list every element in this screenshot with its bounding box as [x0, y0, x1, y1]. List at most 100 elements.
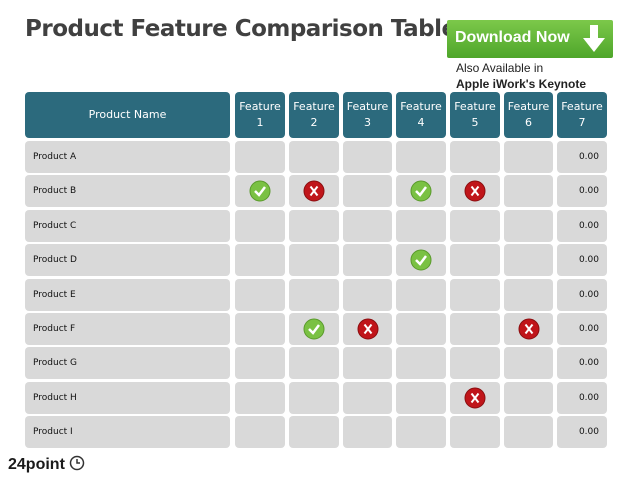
- product-name: Product A: [33, 152, 77, 162]
- product-name: Product I: [33, 427, 73, 438]
- cell: [504, 175, 553, 208]
- cell: [343, 381, 392, 414]
- cell: [289, 209, 339, 242]
- cell: [504, 416, 553, 449]
- download-label[interactable]: Download Now: [455, 29, 570, 46]
- header-cell: Feature 6: [504, 92, 553, 138]
- x-icon: [464, 180, 486, 202]
- cell: [504, 278, 553, 311]
- cell: [396, 347, 446, 380]
- cell: 0.00: [557, 381, 607, 414]
- cell: [343, 141, 392, 173]
- product-name: Product B: [33, 186, 77, 197]
- cell: 0.00: [557, 209, 607, 242]
- cell: [450, 278, 500, 311]
- value: 0.00: [578, 427, 599, 438]
- cell: [450, 416, 500, 449]
- x-icon: [357, 318, 378, 340]
- cell: [396, 209, 446, 242]
- note: Apple iWork's Keynote: [456, 77, 586, 91]
- value: 0.00: [578, 358, 599, 369]
- product-name: Product C: [33, 220, 77, 231]
- cell: Product A: [25, 141, 230, 173]
- title: Product Feature Comparison Table: [25, 16, 457, 42]
- download-button[interactable]: Download Now: [447, 20, 613, 58]
- note: Also Available in: [456, 61, 544, 75]
- logo: 24point: [8, 455, 85, 474]
- header-cell: Product Name: [25, 92, 230, 138]
- cell: [343, 416, 392, 449]
- x-icon: [464, 387, 486, 409]
- cell: 0.00: [557, 244, 607, 277]
- cell: [289, 244, 339, 277]
- cell: Product H: [25, 381, 230, 414]
- x-icon: [303, 180, 325, 202]
- product-name: Product G: [33, 358, 78, 369]
- value: 0.00: [578, 186, 599, 197]
- header-cell: Feature 2: [289, 92, 339, 138]
- cell: [396, 381, 446, 414]
- cell: [504, 347, 553, 380]
- cell: [396, 313, 446, 345]
- cell: 0.00: [557, 313, 607, 345]
- cell: [289, 347, 339, 380]
- cell: [504, 244, 553, 277]
- cell: [396, 141, 446, 173]
- cell: [450, 313, 500, 345]
- cell: 0.00: [557, 347, 607, 380]
- cell: 0.00: [557, 175, 607, 208]
- cell: [235, 381, 285, 414]
- cell: [235, 141, 285, 173]
- cell: Product D: [25, 244, 230, 277]
- cell: [504, 141, 553, 173]
- header-cell: Feature 3: [343, 92, 392, 138]
- product-name: Product F: [33, 324, 76, 334]
- value: 0.00: [578, 324, 599, 334]
- cell: 0.00: [557, 141, 607, 173]
- cell: [504, 209, 553, 242]
- cell: [343, 244, 392, 277]
- header-cell: Feature 5: [450, 92, 500, 138]
- download-arrow: [583, 25, 605, 52]
- cell: 0.00: [557, 416, 607, 449]
- cell: 0.00: [557, 278, 607, 311]
- check-icon: [249, 180, 271, 202]
- cell: Product G: [25, 347, 230, 380]
- cell: [235, 416, 285, 449]
- header-cell: Feature 7: [557, 92, 607, 138]
- check-icon: [410, 249, 432, 271]
- cell: [396, 278, 446, 311]
- value: 0.00: [578, 392, 599, 403]
- cell: [235, 278, 285, 311]
- check-icon: [303, 318, 325, 340]
- cell: [450, 141, 500, 173]
- cell: [396, 416, 446, 449]
- cell: [235, 347, 285, 380]
- cell: [289, 141, 339, 173]
- value: 0.00: [578, 220, 599, 231]
- cell: [235, 313, 285, 345]
- value: 0.00: [578, 289, 599, 300]
- cell: [289, 278, 339, 311]
- cell: Product C: [25, 209, 230, 242]
- cell: [289, 381, 339, 414]
- cell: [504, 381, 553, 414]
- header-cell: Feature 4: [396, 92, 446, 138]
- cell: [450, 244, 500, 277]
- logo-clock: [70, 455, 85, 471]
- cell: [235, 244, 285, 277]
- check-icon: [410, 180, 432, 202]
- logo-text: 24point: [8, 456, 65, 473]
- cell: Product B: [25, 175, 230, 208]
- cell: Product I: [25, 416, 230, 449]
- product-name: Product H: [33, 392, 77, 403]
- cell: Product E: [25, 278, 230, 311]
- cell: [343, 347, 392, 380]
- x-icon: [518, 318, 539, 340]
- value: 0.00: [578, 152, 599, 162]
- cell: [450, 347, 500, 380]
- cell: [289, 416, 339, 449]
- product-name: Product D: [33, 255, 77, 266]
- cell: [343, 175, 392, 208]
